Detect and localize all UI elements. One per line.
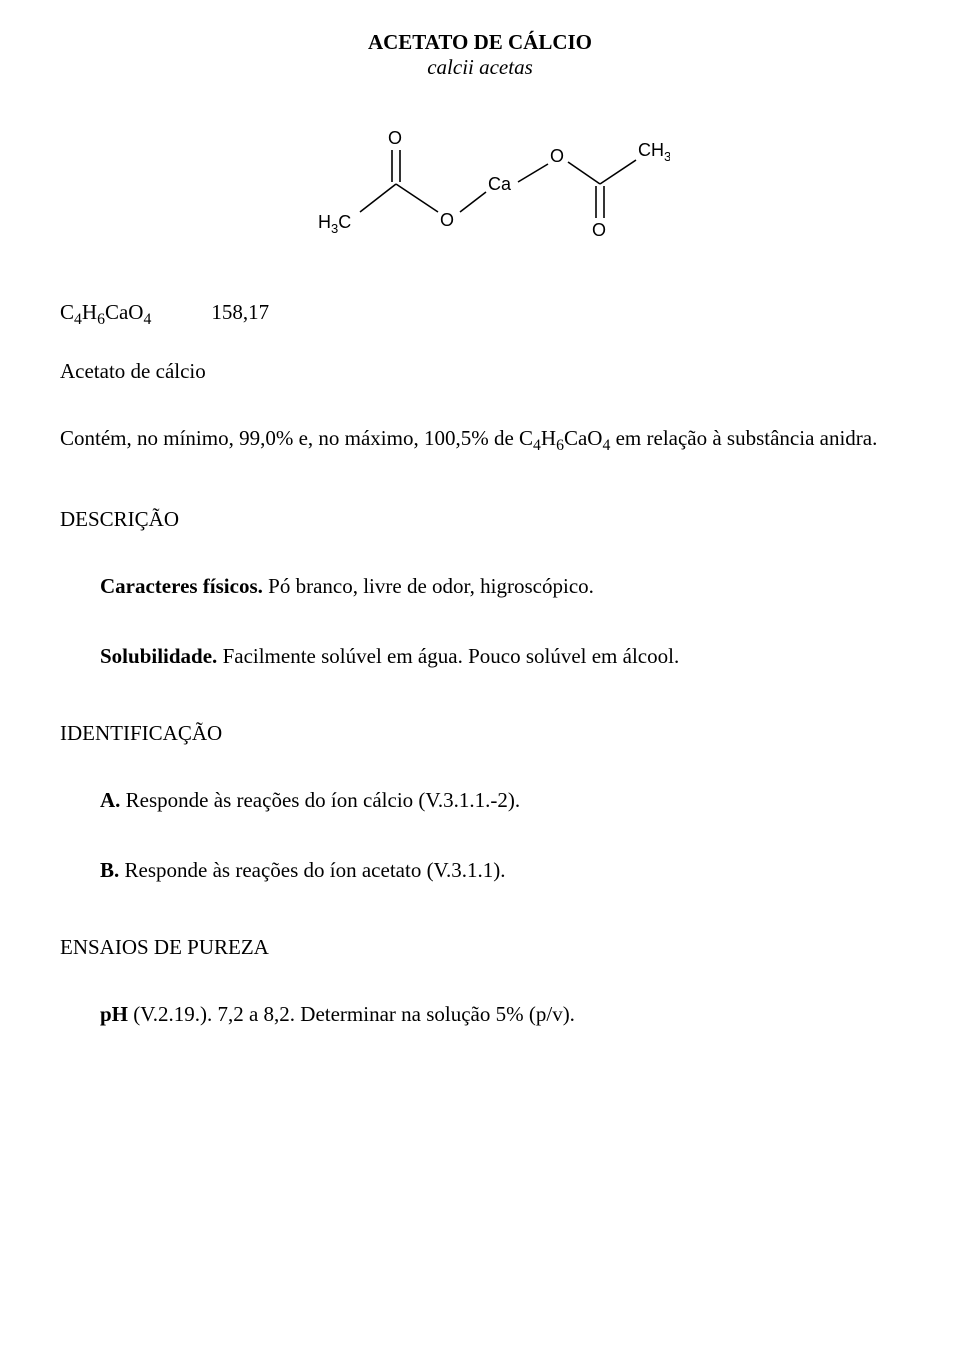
item-text-b: Responde às reações do íon acetato (V.3.… bbox=[119, 858, 505, 882]
section-descricao-heading: DESCRIÇÃO bbox=[60, 507, 900, 532]
intro-paragraph: Contém, no mínimo, 99,0% e, no máximo, 1… bbox=[60, 424, 900, 457]
compound-name: Acetato de cálcio bbox=[60, 359, 900, 384]
item-marker-b: B. bbox=[100, 858, 119, 882]
caracteres-label: Caracteres físicos. bbox=[100, 574, 263, 598]
atom-o-top-left: O bbox=[388, 128, 402, 148]
item-text-a: Responde às reações do íon cálcio (V.3.1… bbox=[120, 788, 520, 812]
caracteres-text: Pó branco, livre de odor, higroscópico. bbox=[263, 574, 594, 598]
ensaios-ph: pH (V.2.19.). 7,2 a 8,2. Determinar na s… bbox=[100, 1000, 900, 1029]
molecular-mass: 158,17 bbox=[211, 300, 269, 329]
atom-ch3-right: CH3 bbox=[638, 140, 670, 164]
identificacao-item-a: A. Responde às reações do íon cálcio (V.… bbox=[100, 786, 900, 815]
item-marker-a: A. bbox=[100, 788, 120, 812]
title-latin: calcii acetas bbox=[60, 55, 900, 80]
solubilidade-label: Solubilidade. bbox=[100, 644, 217, 668]
solubilidade: Solubilidade. Facilmente solúvel em água… bbox=[100, 642, 900, 671]
atom-o-top-right: O bbox=[550, 146, 564, 166]
title-block: ACETATO DE CÁLCIO calcii acetas bbox=[60, 30, 900, 80]
atom-o-bottom-left: O bbox=[440, 210, 454, 230]
ph-label: pH bbox=[100, 1002, 128, 1026]
identificacao-item-b: B. Responde às reações do íon acetato (V… bbox=[100, 856, 900, 885]
title-main: ACETATO DE CÁLCIO bbox=[60, 30, 900, 55]
molecular-formula: C4H6CaO4 bbox=[60, 300, 151, 329]
atom-h3c-left: H3C bbox=[318, 212, 351, 236]
solubilidade-text: Facilmente solúvel em água. Pouco solúve… bbox=[217, 644, 679, 668]
atom-o-bottom-right: O bbox=[592, 220, 606, 240]
section-identificacao-heading: IDENTIFICAÇÃO bbox=[60, 721, 900, 746]
formula-row: C4H6CaO4 158,17 bbox=[60, 300, 900, 329]
structure-svg: O H3C O Ca O O CH3 bbox=[290, 120, 670, 260]
caracteres-fisicos: Caracteres físicos. Pó branco, livre de … bbox=[100, 572, 900, 601]
ph-text: (V.2.19.). 7,2 a 8,2. Determinar na solu… bbox=[128, 1002, 575, 1026]
section-ensaios-heading: ENSAIOS DE PUREZA bbox=[60, 935, 900, 960]
chemical-structure: O H3C O Ca O O CH3 bbox=[60, 120, 900, 260]
atom-ca: Ca bbox=[488, 174, 512, 194]
